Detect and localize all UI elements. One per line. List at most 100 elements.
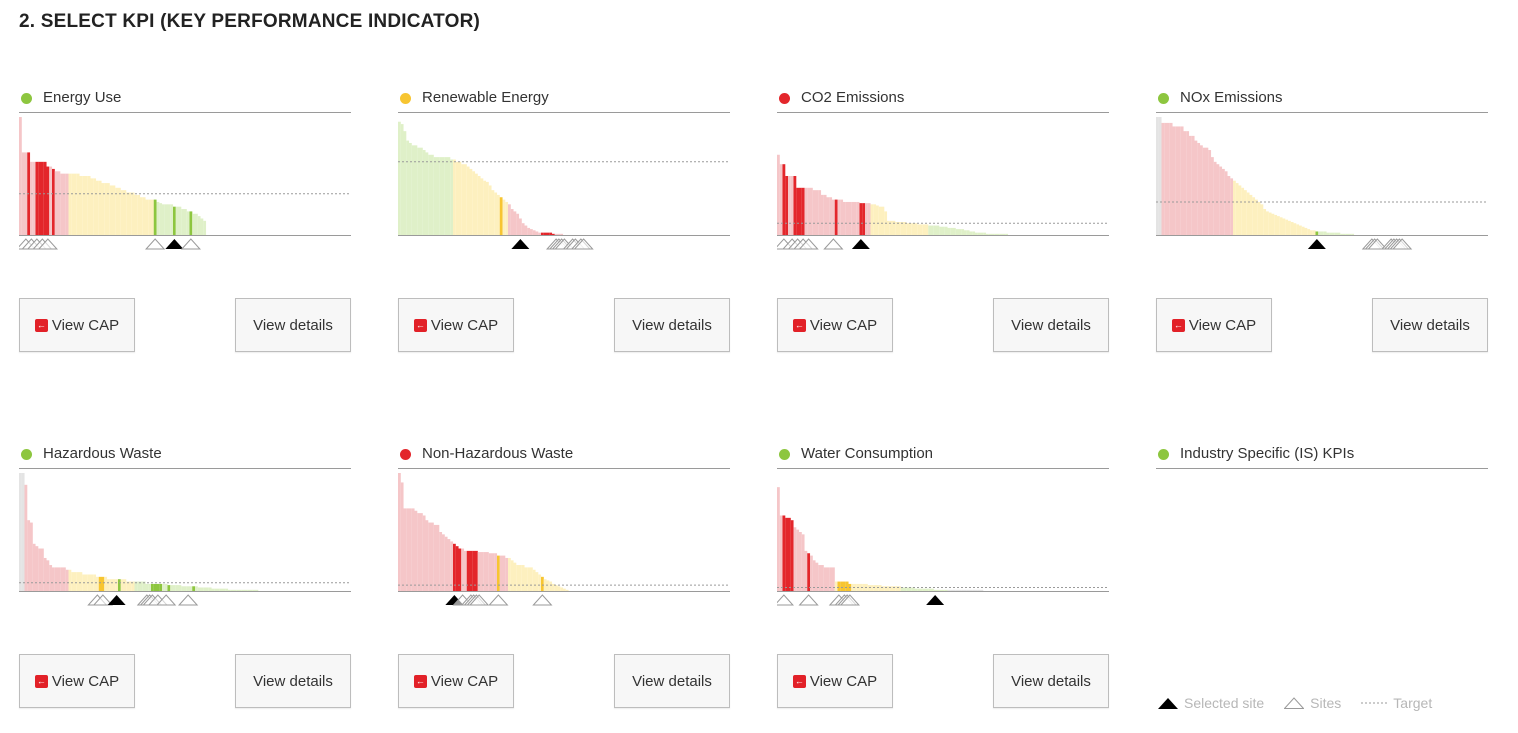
site-bar[interactable] — [1224, 171, 1228, 235]
site-bar[interactable] — [186, 211, 190, 235]
site-marker[interactable] — [798, 238, 819, 250]
site-bar[interactable] — [65, 173, 69, 235]
site-bar[interactable] — [922, 224, 926, 235]
site-bar[interactable] — [170, 585, 174, 591]
site-bar[interactable] — [826, 567, 830, 591]
site-bar[interactable] — [975, 232, 978, 235]
site-bar[interactable] — [1310, 230, 1313, 235]
site-bar[interactable] — [917, 588, 921, 591]
site-marker[interactable] — [532, 594, 553, 606]
site-bar[interactable] — [876, 205, 879, 236]
highlighted-site-bar[interactable] — [159, 583, 163, 591]
site-bar[interactable] — [873, 585, 877, 591]
site-bar[interactable] — [862, 583, 866, 591]
site-bar[interactable] — [997, 233, 1000, 235]
site-bar[interactable] — [450, 159, 454, 235]
site-bar[interactable] — [131, 581, 135, 591]
site-bar[interactable] — [436, 524, 440, 591]
site-bar[interactable] — [400, 124, 404, 235]
site-bar[interactable] — [950, 227, 954, 235]
site-bar[interactable] — [104, 183, 108, 235]
site-bar[interactable] — [461, 548, 465, 591]
site-bar[interactable] — [461, 164, 465, 235]
site-bar[interactable] — [917, 224, 921, 235]
site-bar[interactable] — [142, 581, 146, 591]
site-bar[interactable] — [818, 565, 822, 591]
site-bar[interactable] — [19, 473, 22, 591]
site-bar[interactable] — [914, 588, 918, 591]
site-bar[interactable] — [203, 587, 207, 591]
highlighted-site-bar[interactable] — [455, 546, 459, 591]
site-bar[interactable] — [1216, 164, 1220, 235]
site-bar[interactable] — [1351, 233, 1355, 235]
highlighted-site-bar[interactable] — [840, 581, 844, 591]
site-bar[interactable] — [420, 147, 423, 235]
site-bar[interactable] — [1175, 126, 1179, 235]
site-bar[interactable] — [491, 553, 495, 591]
site-bar[interactable] — [1285, 219, 1289, 235]
site-bar[interactable] — [96, 576, 99, 591]
site-bar[interactable] — [225, 588, 229, 591]
site-bar[interactable] — [788, 176, 791, 235]
site-bar[interactable] — [1183, 131, 1187, 235]
site-bar[interactable] — [881, 206, 885, 235]
kpi-card[interactable]: NOx Emissions ← View CAP View details — [1156, 82, 1488, 362]
site-bar[interactable] — [810, 187, 813, 235]
site-bar[interactable] — [1288, 220, 1291, 235]
site-bar[interactable] — [557, 233, 561, 235]
site-bar[interactable] — [535, 572, 539, 591]
site-bar[interactable] — [455, 161, 459, 235]
site-bar[interactable] — [211, 588, 215, 591]
site-bar[interactable] — [1257, 201, 1261, 235]
site-bar[interactable] — [477, 552, 481, 591]
site-bar[interactable] — [889, 586, 893, 591]
site-bar[interactable] — [961, 589, 965, 591]
site-bar[interactable] — [1213, 161, 1217, 235]
site-bar[interactable] — [123, 190, 127, 235]
site-bar[interactable] — [431, 522, 434, 591]
highlighted-site-bar[interactable] — [843, 581, 846, 591]
site-bar[interactable] — [1299, 225, 1302, 235]
site-bar[interactable] — [411, 508, 415, 591]
site-bar[interactable] — [1318, 231, 1322, 235]
site-bar[interactable] — [486, 552, 489, 591]
site-bar[interactable] — [821, 194, 824, 235]
site-bar[interactable] — [428, 154, 432, 235]
site-bar[interactable] — [27, 520, 31, 591]
site-bar[interactable] — [24, 152, 28, 235]
site-bar[interactable] — [958, 589, 962, 591]
site-bar[interactable] — [129, 581, 132, 591]
site-bar[interactable] — [1268, 212, 1272, 235]
kpi-card[interactable]: Non-Hazardous Waste ← View CAP View details — [398, 438, 730, 718]
highlighted-site-bar[interactable] — [1315, 231, 1319, 235]
site-bar[interactable] — [420, 513, 423, 591]
site-bar[interactable] — [469, 168, 473, 235]
site-bar[interactable] — [68, 569, 72, 591]
site-bar[interactable] — [1227, 176, 1231, 235]
site-bar[interactable] — [554, 233, 558, 235]
highlighted-site-bar[interactable] — [98, 576, 102, 591]
highlighted-site-bar[interactable] — [859, 203, 863, 235]
selected-site-marker[interactable] — [107, 595, 126, 605]
site-bar[interactable] — [980, 589, 984, 591]
site-bar[interactable] — [942, 589, 945, 591]
kpi-card[interactable]: Renewable Energy ← View CAP View details — [398, 82, 730, 362]
site-bar[interactable] — [829, 567, 833, 591]
site-bar[interactable] — [552, 583, 555, 591]
site-bar[interactable] — [939, 589, 943, 591]
site-bar[interactable] — [450, 541, 454, 591]
site-bar[interactable] — [252, 589, 256, 591]
site-bar[interactable] — [406, 508, 410, 591]
site-bar[interactable] — [513, 211, 517, 235]
site-bar[interactable] — [1246, 192, 1250, 235]
site-bar[interactable] — [895, 586, 899, 591]
kpi-distribution-chart[interactable] — [19, 469, 351, 616]
site-bar[interactable] — [239, 589, 242, 591]
site-bar[interactable] — [848, 201, 852, 235]
site-bar[interactable] — [804, 187, 808, 235]
site-bar[interactable] — [519, 218, 522, 235]
site-bar[interactable] — [137, 581, 141, 591]
highlighted-site-bar[interactable] — [837, 581, 841, 591]
site-bar[interactable] — [807, 187, 811, 235]
site-bar[interactable] — [444, 157, 448, 235]
